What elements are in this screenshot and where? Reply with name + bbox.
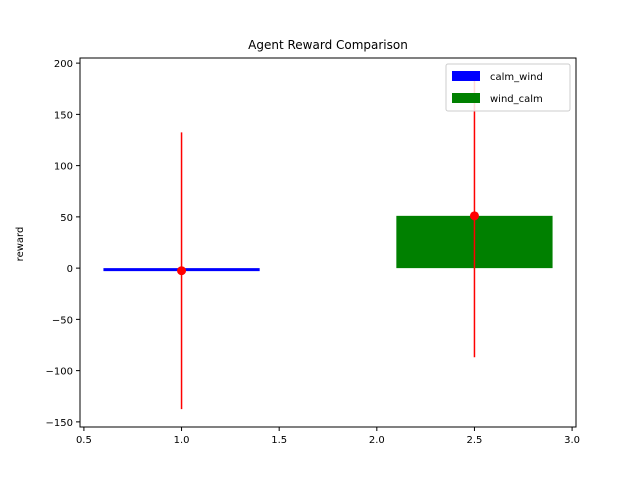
y-axis-ticks: −150 −100 −50 0 50 100 150 200 [46, 59, 80, 429]
x-tick-label: 3.0 [564, 435, 580, 446]
y-tick-label: 0 [67, 264, 73, 275]
y-tick-label: −100 [46, 367, 73, 378]
mean-point-calm_wind [177, 266, 187, 276]
legend: calm_wind wind_calm [445, 63, 571, 112]
error-bars-layer [177, 74, 479, 410]
legend-label-wind_calm: wind_calm [490, 94, 543, 105]
x-tick-label: 1.5 [271, 435, 287, 446]
y-tick-label: 100 [54, 162, 73, 173]
x-tick-label: 2.0 [369, 435, 385, 446]
x-tick-label: 2.5 [467, 435, 483, 446]
x-axis-ticks: 0.5 1.0 1.5 2.0 2.5 3.0 [76, 427, 580, 446]
y-tick-label: −50 [52, 315, 73, 326]
x-tick-label: 0.5 [76, 435, 92, 446]
chart-title: Agent Reward Comparison [248, 38, 408, 52]
legend-swatch-calm_wind [452, 71, 480, 81]
x-tick-label: 1.0 [174, 435, 190, 446]
y-tick-label: 50 [60, 213, 73, 224]
mean-point-wind_calm [469, 211, 479, 221]
y-tick-label: 200 [54, 59, 73, 70]
y-axis-label: reward [15, 227, 26, 262]
y-tick-label: 150 [54, 110, 73, 121]
y-tick-label: −150 [46, 418, 73, 429]
legend-label-calm_wind: calm_wind [490, 72, 543, 83]
legend-swatch-wind_calm [452, 93, 480, 103]
plot-area-frame [79, 57, 577, 428]
